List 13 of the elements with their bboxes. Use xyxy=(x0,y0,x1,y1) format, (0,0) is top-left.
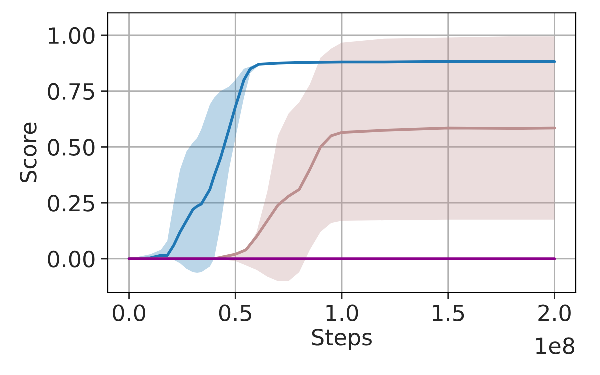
x-tick-label: 0.0 xyxy=(113,304,146,322)
x-tick-label: 1.0 xyxy=(326,304,358,322)
y-tick-label: 0.75 xyxy=(48,83,94,100)
y-tick-label: 0.25 xyxy=(48,195,94,212)
y-tick-label: 1.00 xyxy=(49,27,95,44)
x-axis-title: Steps xyxy=(312,328,372,350)
x-tick-label: 2.0 xyxy=(538,304,571,322)
y-tick-label: 0.50 xyxy=(48,139,95,156)
x-tick-label: 1.5 xyxy=(433,304,464,322)
text: 1e8 xyxy=(536,338,574,354)
x-tick-label: 0.5 xyxy=(219,304,252,322)
y-tick-label: 0.00 xyxy=(48,250,95,268)
y-axis-title: Score xyxy=(20,122,37,182)
